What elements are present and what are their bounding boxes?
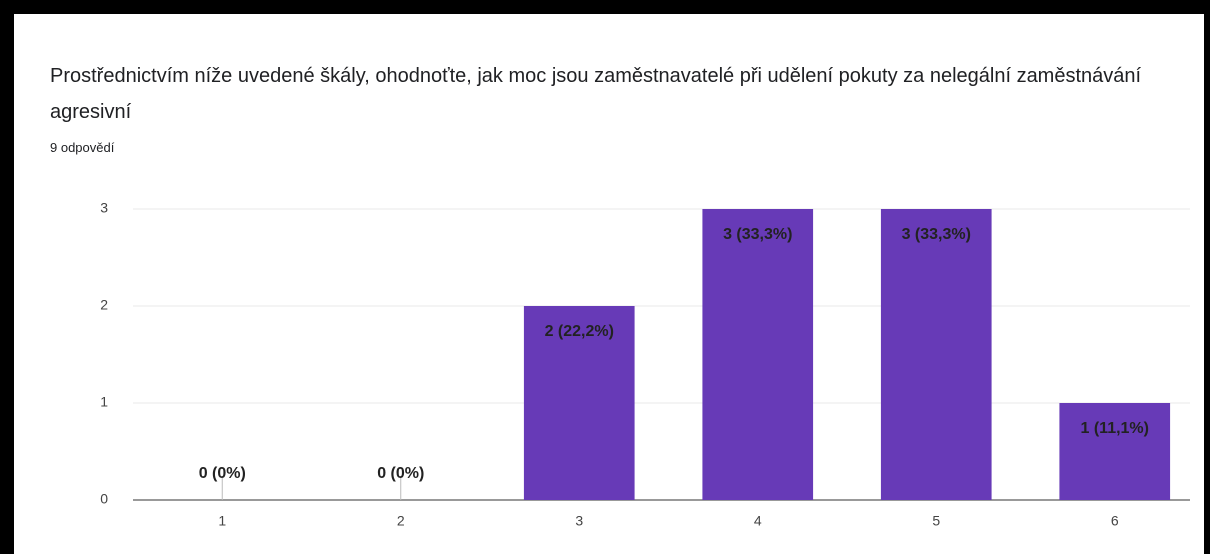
bar [523,306,635,500]
chart-subtitle: 9 odpovědí [50,140,115,155]
x-tick-label: 4 [754,513,762,529]
x-tick-label: 2 [397,513,405,529]
y-tick-label: 3 [100,200,108,216]
chart-title: Prostřednictvím níže uvedené škály, ohod… [50,65,1142,123]
value-label: 1 (11,1%) [1081,420,1149,437]
value-label: 0 (0%) [199,465,246,482]
x-tick-label: 3 [575,513,583,529]
x-tick-label: 6 [1111,513,1119,529]
y-tick-label: 0 [100,491,108,507]
bar [702,209,814,500]
value-label: 3 (33,3%) [902,226,971,243]
value-label: 3 (33,3%) [723,226,792,243]
bar [1059,403,1171,500]
x-tick-label: 1 [218,513,226,529]
bar [880,209,992,500]
value-label: 2 (22,2%) [545,323,614,340]
x-tick-label: 5 [932,513,940,529]
y-tick-label: 2 [100,297,108,313]
y-tick-label: 1 [100,394,108,410]
value-label: 0 (0%) [377,465,424,482]
